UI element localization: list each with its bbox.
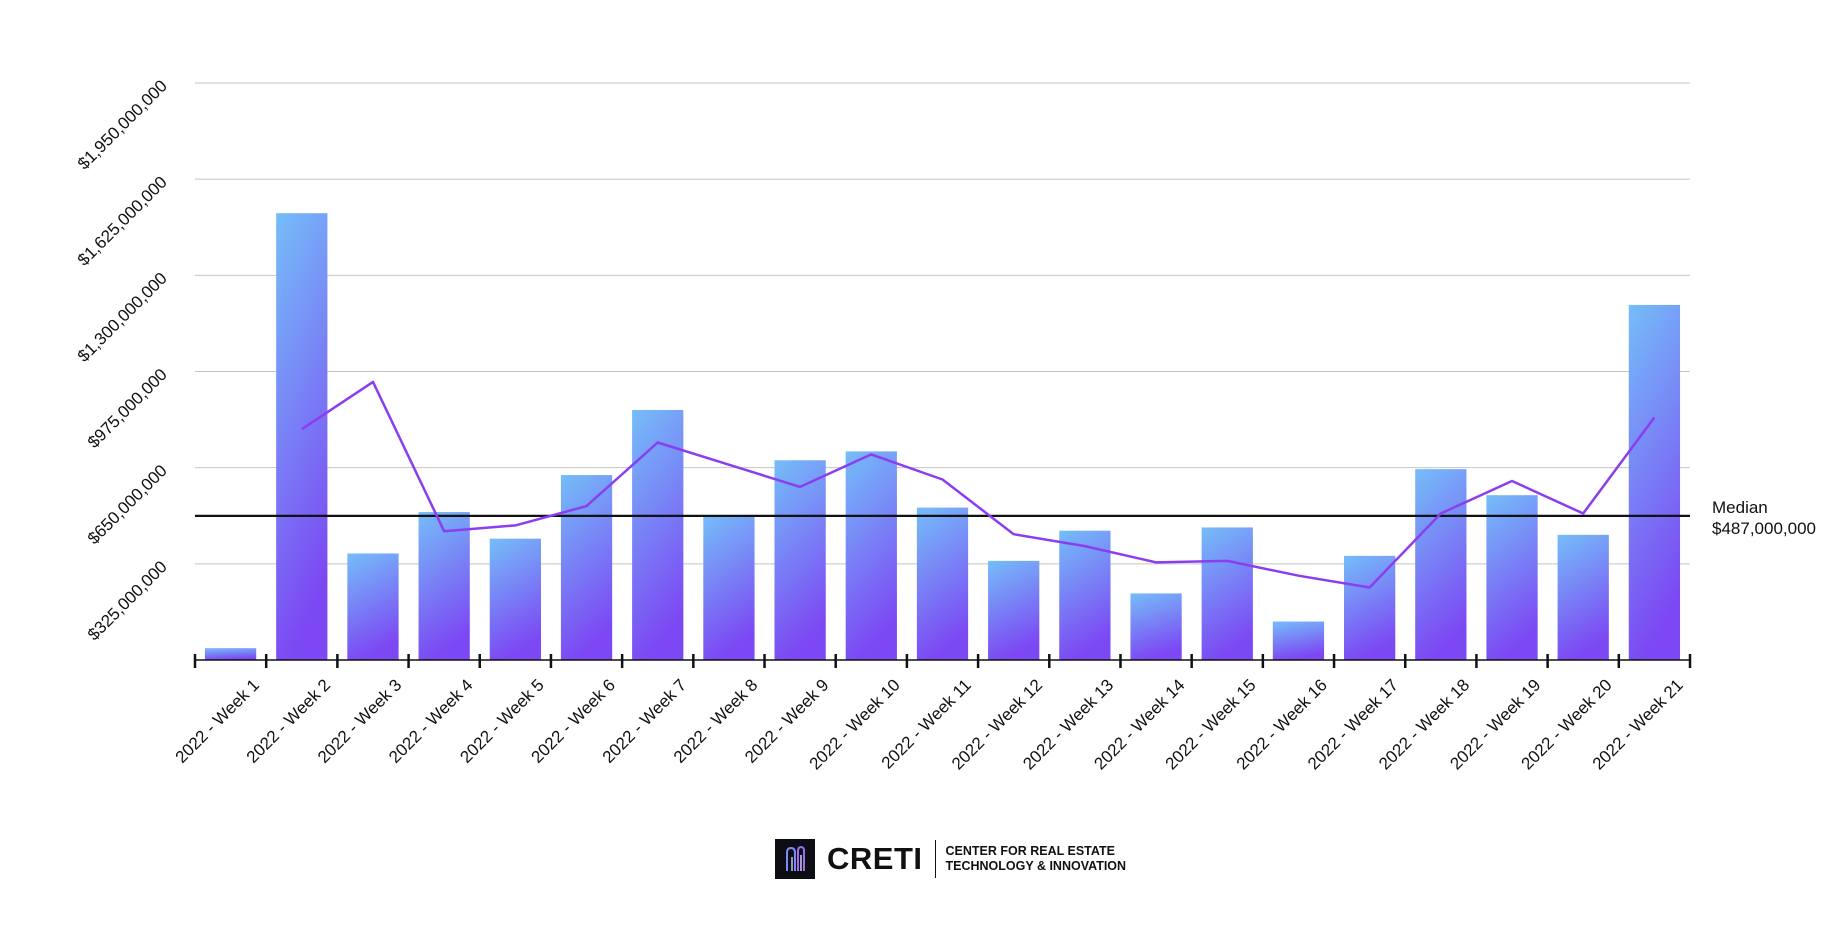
footer-divider	[934, 840, 936, 878]
bar	[1272, 621, 1325, 660]
bar	[276, 213, 328, 660]
median-label: Median	[1712, 498, 1768, 517]
y-tick-label: $975,000,000	[84, 365, 171, 452]
bars	[204, 213, 1681, 660]
y-tick-label: $1,300,000,000	[74, 269, 171, 366]
y-tick-label: $325,000,000	[84, 557, 171, 644]
brand-name: CRETI	[827, 841, 923, 876]
bar	[916, 507, 969, 660]
creti-logo-icon	[775, 839, 815, 879]
tagline-line-1: CENTER FOR REAL ESTATE	[945, 844, 1115, 858]
bar	[1344, 555, 1396, 660]
bar	[347, 553, 399, 660]
y-tick-label: $650,000,000	[84, 461, 171, 548]
tagline-line-2: TECHNOLOGY & INNOVATION	[945, 859, 1127, 873]
x-axis	[193, 654, 1692, 668]
bar	[1628, 304, 1681, 660]
trend-line	[301, 380, 1656, 589]
brand-tagline: CENTER FOR REAL ESTATE TECHNOLOGY & INNO…	[946, 844, 1127, 874]
y-tick-label: $1,625,000,000	[74, 173, 171, 270]
bar	[1130, 593, 1182, 660]
bar	[1059, 530, 1111, 660]
bar	[632, 409, 684, 660]
bar	[204, 648, 257, 660]
y-tick-label: $1,950,000,000	[74, 76, 171, 173]
trend-line-group	[301, 380, 1656, 589]
bar	[418, 512, 470, 660]
median-value-label: $487,000,000	[1712, 519, 1816, 538]
bar	[1486, 495, 1538, 660]
bar	[1415, 469, 1467, 660]
bar	[845, 451, 897, 660]
bar	[489, 538, 541, 660]
bar	[988, 560, 1040, 660]
y-axis-labels: $325,000,000 $650,000,000 $975,000,000$1,3…	[74, 76, 171, 644]
bar	[1557, 534, 1609, 660]
median-group: Median $487,000,000	[195, 498, 1816, 538]
bar	[1201, 527, 1253, 660]
bar	[703, 515, 755, 660]
bar	[560, 475, 613, 660]
bar	[774, 460, 826, 660]
footer: CRETI CENTER FOR REAL ESTATE TECHNOLOGY …	[775, 838, 1126, 880]
